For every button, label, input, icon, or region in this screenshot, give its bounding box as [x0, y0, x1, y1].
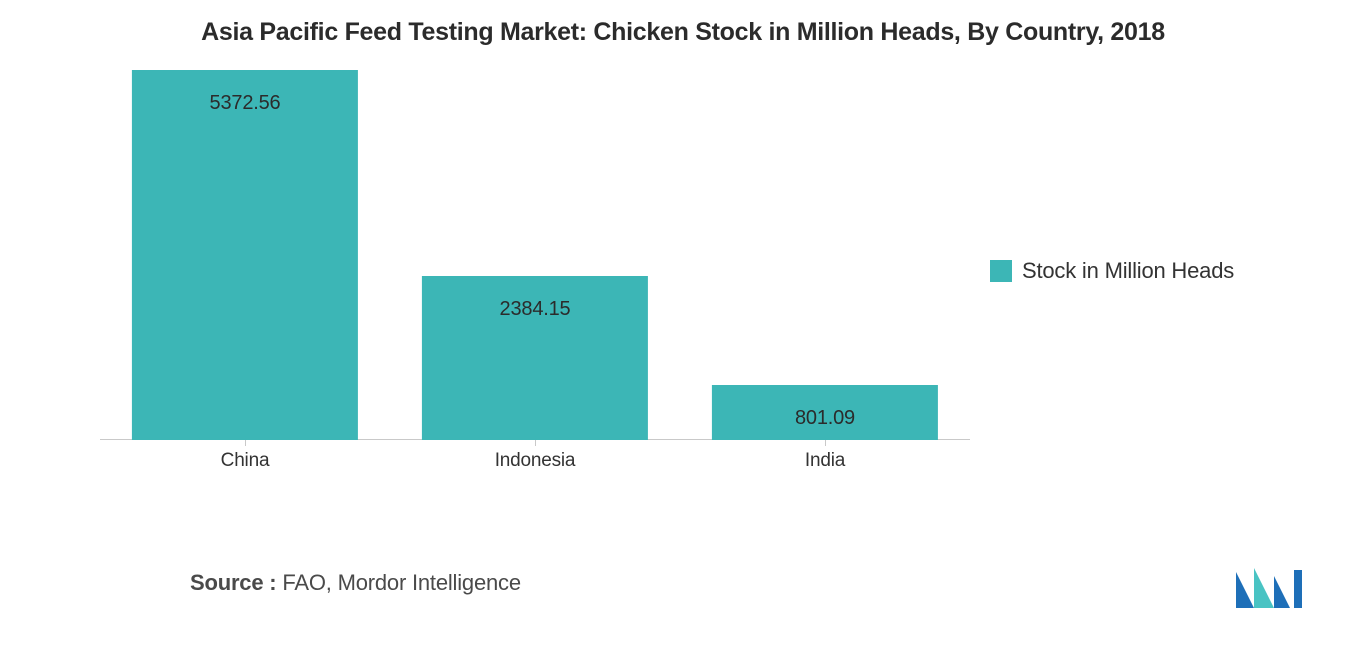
bar-value-label: 2384.15: [390, 298, 680, 321]
plot-area: 5372.56China2384.15Indonesia801.09India: [100, 70, 970, 440]
chart-title: Asia Pacific Feed Testing Market: Chicke…: [0, 18, 1366, 47]
bar-slot: 801.09India: [680, 70, 970, 440]
source-text: FAO, Mordor Intelligence: [282, 570, 521, 595]
bar-value-label: 5372.56: [100, 92, 390, 115]
legend: Stock in Million Heads: [990, 258, 1234, 284]
legend-label: Stock in Million Heads: [1022, 258, 1234, 284]
brand-logo-icon: [1234, 566, 1306, 610]
bar-value-label: 801.09: [680, 407, 970, 430]
bar-slot: 5372.56China: [100, 70, 390, 440]
x-axis-label: China: [100, 440, 390, 472]
bar: [132, 70, 358, 440]
legend-swatch: [990, 260, 1012, 282]
source-line: Source : FAO, Mordor Intelligence: [190, 570, 521, 596]
bar-slot: 2384.15Indonesia: [390, 70, 680, 440]
logo-mark: [1236, 568, 1302, 608]
source-label: Source :: [190, 570, 276, 595]
x-axis-label: India: [680, 440, 970, 472]
x-axis-label: Indonesia: [390, 440, 680, 472]
